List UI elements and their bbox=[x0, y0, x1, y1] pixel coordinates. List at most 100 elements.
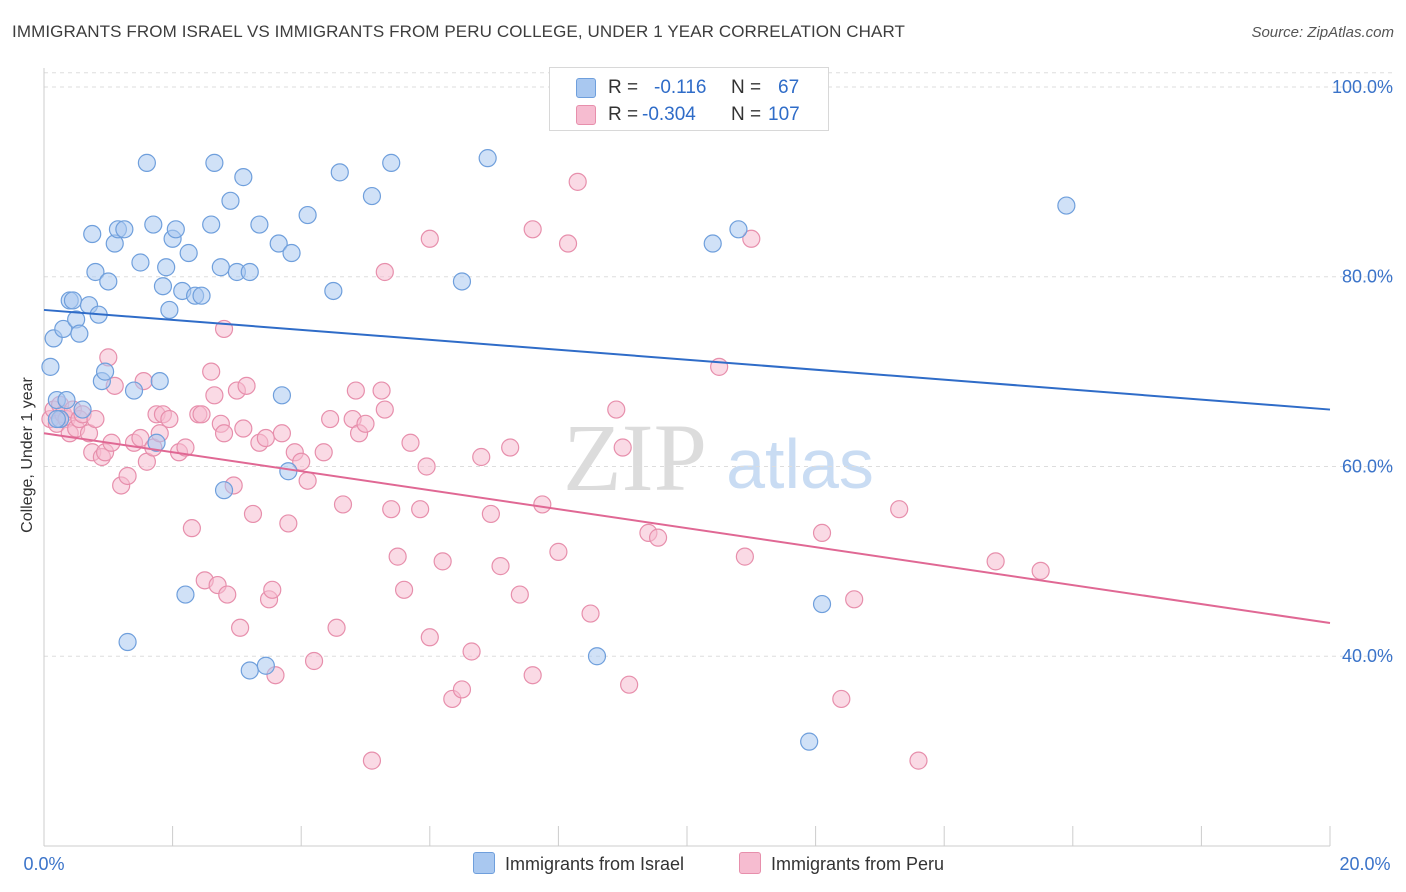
peru-point bbox=[613, 438, 632, 457]
peru-point bbox=[160, 409, 179, 429]
israel-point bbox=[57, 390, 76, 410]
israel-point bbox=[205, 153, 224, 172]
peru-point bbox=[890, 500, 909, 519]
peru-point bbox=[620, 675, 639, 694]
peru-point bbox=[327, 618, 346, 637]
israel-point bbox=[587, 647, 607, 666]
peru-point bbox=[231, 618, 250, 637]
israel-trend-line bbox=[43, 308, 1331, 411]
israel-point bbox=[211, 258, 230, 277]
israel-point bbox=[812, 594, 832, 614]
watermark-zip: ZIP bbox=[563, 404, 707, 511]
peru-point bbox=[243, 504, 263, 524]
peru-point bbox=[472, 447, 491, 467]
israel-point bbox=[166, 220, 185, 239]
legend-row-israel: R = -0.116 N = 67 bbox=[550, 74, 828, 100]
israel-point bbox=[73, 400, 92, 419]
peru-point bbox=[375, 262, 394, 282]
israel-point bbox=[478, 149, 497, 168]
israel-swatch bbox=[576, 78, 596, 98]
peru-point bbox=[205, 386, 224, 405]
israel-point bbox=[1057, 196, 1076, 215]
peru-point bbox=[420, 628, 439, 647]
israel-point bbox=[83, 224, 102, 244]
peru-point bbox=[648, 528, 668, 547]
israel-point bbox=[256, 656, 275, 675]
peru-point bbox=[832, 689, 851, 709]
israel-point bbox=[179, 243, 198, 263]
peru-point bbox=[581, 604, 600, 623]
israel-point bbox=[221, 191, 240, 210]
israel-r-label: R = bbox=[608, 77, 639, 98]
peru-point bbox=[372, 381, 391, 400]
israel-point bbox=[250, 215, 269, 234]
x-tick-labels: 0.0% 20.0% bbox=[23, 854, 1390, 874]
israel-point bbox=[240, 661, 259, 680]
peru-point bbox=[314, 443, 333, 462]
israel-point bbox=[330, 163, 349, 182]
bottom-israel-swatch bbox=[473, 852, 495, 874]
israel-n-value: 67 bbox=[778, 77, 800, 98]
peru-point bbox=[417, 457, 436, 476]
peru-point bbox=[382, 500, 401, 519]
peru-point bbox=[237, 376, 256, 395]
peru-point bbox=[321, 409, 340, 429]
israel-point bbox=[279, 462, 298, 481]
peru-point bbox=[735, 547, 754, 566]
peru-point bbox=[411, 500, 430, 519]
peru-point bbox=[118, 466, 137, 486]
israel-point bbox=[47, 409, 66, 429]
peru-point bbox=[568, 172, 587, 191]
israel-point bbox=[95, 362, 115, 381]
peru-point bbox=[433, 552, 452, 571]
peru-point bbox=[214, 424, 234, 443]
israel-point bbox=[150, 371, 169, 391]
peru-point bbox=[533, 495, 552, 514]
peru-point bbox=[362, 751, 382, 770]
x-tick-label: 0.0% bbox=[23, 854, 64, 874]
peru-point bbox=[986, 552, 1005, 571]
israel-point bbox=[800, 732, 819, 751]
israel-r-value: -0.116 bbox=[654, 77, 707, 98]
peru-point bbox=[304, 651, 324, 671]
israel-point bbox=[298, 205, 317, 225]
israel-point bbox=[41, 357, 60, 376]
peru-point bbox=[481, 504, 500, 524]
israel-point bbox=[703, 234, 722, 253]
israel-point bbox=[192, 286, 211, 305]
israel-point bbox=[118, 632, 137, 652]
israel-point bbox=[282, 243, 301, 263]
peru-point bbox=[452, 680, 472, 699]
y-tick-label: 60.0% bbox=[1342, 456, 1393, 476]
israel-point bbox=[144, 215, 163, 234]
israel-point bbox=[86, 262, 105, 282]
y-tick-labels: 40.0% 60.0% 80.0% 100.0% bbox=[1332, 77, 1393, 666]
peru-points bbox=[41, 172, 1050, 770]
israel-point bbox=[153, 277, 173, 296]
israel-point bbox=[63, 291, 83, 310]
bottom-peru-label: Immigrants from Peru bbox=[771, 854, 945, 874]
peru-swatch bbox=[576, 105, 596, 125]
peru-point bbox=[742, 229, 761, 248]
peru-point bbox=[462, 642, 481, 661]
y-tick-label: 100.0% bbox=[1332, 77, 1393, 97]
israel-point bbox=[269, 234, 288, 253]
x-ticks bbox=[43, 826, 1331, 846]
bottom-legend-israel: Immigrants from Israel bbox=[473, 852, 684, 875]
peru-point bbox=[298, 471, 317, 490]
peru-point bbox=[263, 580, 282, 599]
peru-point bbox=[845, 590, 864, 609]
peru-point bbox=[558, 234, 578, 253]
peru-point bbox=[1031, 561, 1050, 580]
peru-point bbox=[346, 381, 365, 400]
peru-r-label: R = bbox=[608, 104, 639, 125]
peru-point bbox=[202, 362, 221, 381]
legend-row-peru: R = -0.304 N = 107 bbox=[550, 101, 828, 127]
israel-n-label: N = bbox=[731, 77, 762, 98]
peru-point bbox=[218, 585, 237, 604]
peru-point bbox=[182, 519, 201, 538]
peru-point bbox=[333, 495, 353, 514]
bottom-israel-label: Immigrants from Israel bbox=[505, 854, 685, 874]
israel-point bbox=[147, 433, 166, 452]
